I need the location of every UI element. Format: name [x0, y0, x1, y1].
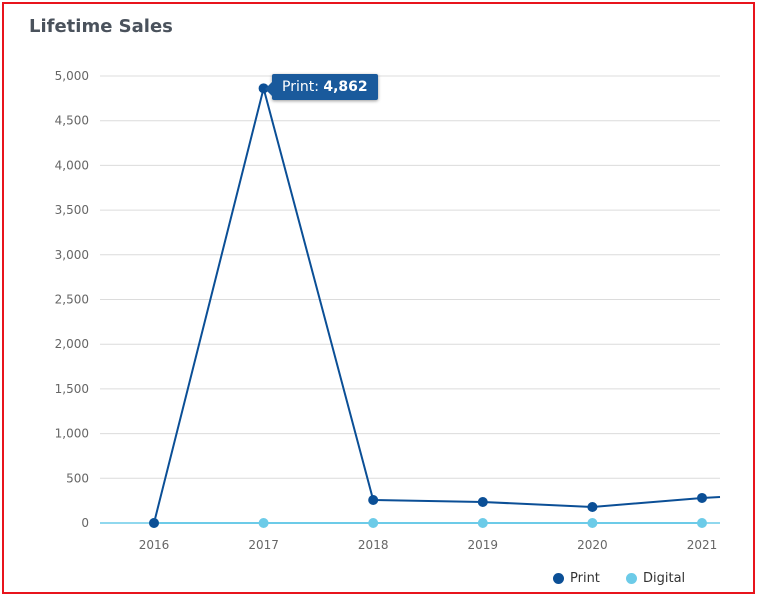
x-tick-label: 2019: [468, 538, 499, 552]
y-tick-label: 3,500: [55, 203, 89, 217]
y-tick-label: 1,000: [55, 427, 89, 441]
y-tick-label: 4,500: [55, 114, 89, 128]
x-tick-label: 2018: [358, 538, 389, 552]
tooltip-value: 4,862: [323, 79, 368, 95]
data-point-print: [368, 495, 379, 506]
data-point-print: [587, 501, 598, 512]
data-point-digital: [258, 518, 269, 528]
print-legend-marker: [553, 573, 564, 584]
digital-legend-marker: [626, 573, 637, 584]
legend-item-digital[interactable]: Digital: [626, 571, 685, 586]
y-tick-label: 2,500: [55, 293, 89, 307]
chart-title: Lifetime Sales: [29, 16, 173, 37]
x-tick-label: 2017: [248, 538, 279, 552]
tooltip: Print: 4,862: [265, 74, 378, 100]
data-point-digital: [368, 518, 379, 528]
data-point-print: [697, 492, 707, 503]
data-point-print: [477, 496, 488, 507]
y-tick-label: 3,000: [55, 248, 89, 262]
data-point-digital: [477, 518, 488, 528]
tooltip-label: Print:: [282, 79, 319, 95]
x-tick-label: 2020: [577, 538, 608, 552]
x-tick-label: 2021: [687, 538, 718, 552]
y-tick-label: 0: [81, 516, 89, 530]
legend-label-digital: Digital: [643, 571, 686, 586]
y-tick-label: 2,000: [55, 337, 89, 351]
series-line-print: [153, 84, 721, 524]
x-tick-label: 2016: [139, 538, 170, 552]
legend-label-print: Print: [570, 571, 600, 586]
y-tick-label: 5,000: [55, 69, 89, 83]
data-point-print: [149, 518, 159, 528]
data-point-digital: [587, 518, 598, 528]
data-point-digital: [697, 518, 707, 528]
legend-item-print[interactable]: Print: [553, 571, 600, 586]
y-tick-label: 1,500: [55, 382, 89, 396]
y-tick-label: 4,000: [55, 158, 89, 172]
y-tick-label: 500: [66, 471, 89, 485]
